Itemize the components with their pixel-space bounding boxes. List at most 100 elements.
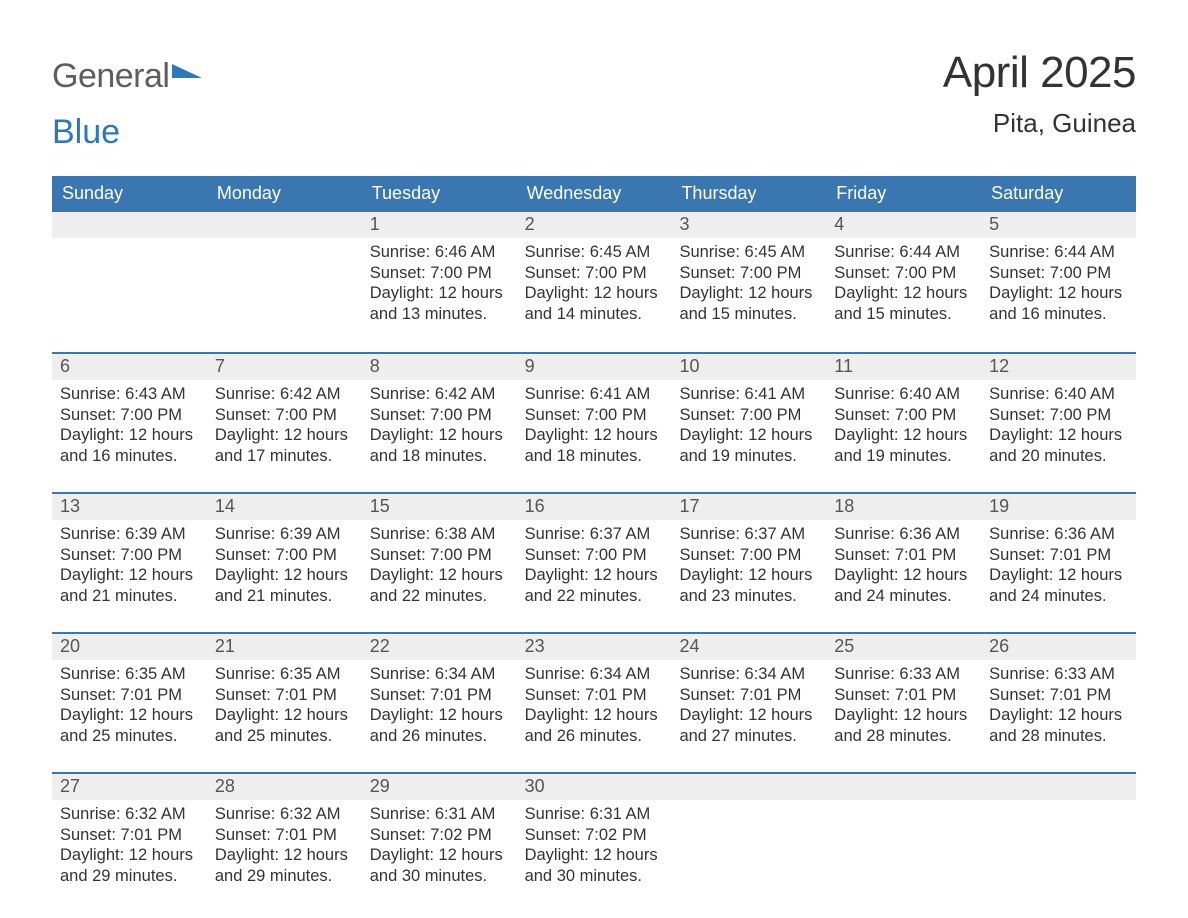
cell-body: Sunrise: 6:32 AMSunset: 7:01 PMDaylight:… [207, 800, 362, 905]
sunset-text: Sunset: 7:01 PM [60, 825, 199, 846]
cell-body: Sunrise: 6:45 AMSunset: 7:00 PMDaylight:… [671, 238, 826, 343]
dl2-text: and 16 minutes. [60, 446, 199, 467]
calendar-cell: 19Sunrise: 6:36 AMSunset: 7:01 PMDayligh… [981, 494, 1136, 632]
dl2-text: and 21 minutes. [60, 586, 199, 607]
dl1-text: Daylight: 12 hours [834, 705, 973, 726]
dl1-text: Daylight: 12 hours [989, 565, 1128, 586]
cell-body: Sunrise: 6:36 AMSunset: 7:01 PMDaylight:… [981, 520, 1136, 625]
sunset-text: Sunset: 7:00 PM [989, 263, 1128, 284]
sunrise-text: Sunrise: 6:35 AM [60, 664, 199, 685]
sunset-text: Sunset: 7:00 PM [215, 545, 354, 566]
day-header-sun: Sunday [52, 176, 207, 212]
dl2-text: and 24 minutes. [834, 586, 973, 607]
cell-body: Sunrise: 6:34 AMSunset: 7:01 PMDaylight:… [362, 660, 517, 765]
day-number: 5 [981, 212, 1136, 238]
sunset-text: Sunset: 7:00 PM [834, 263, 973, 284]
cell-body: Sunrise: 6:33 AMSunset: 7:01 PMDaylight:… [826, 660, 981, 765]
calendar-cell: 13Sunrise: 6:39 AMSunset: 7:00 PMDayligh… [52, 494, 207, 632]
dl2-text: and 21 minutes. [215, 586, 354, 607]
dl1-text: Daylight: 12 hours [215, 425, 354, 446]
sunrise-text: Sunrise: 6:36 AM [834, 524, 973, 545]
dl1-text: Daylight: 12 hours [679, 283, 818, 304]
sunrise-text: Sunrise: 6:31 AM [370, 804, 509, 825]
cell-body: Sunrise: 6:42 AMSunset: 7:00 PMDaylight:… [362, 380, 517, 485]
dl2-text: and 14 minutes. [525, 304, 664, 325]
sunrise-text: Sunrise: 6:33 AM [834, 664, 973, 685]
day-header-wed: Wednesday [517, 176, 672, 212]
dl2-text: and 28 minutes. [834, 726, 973, 747]
sunset-text: Sunset: 7:00 PM [60, 545, 199, 566]
day-number: 11 [826, 354, 981, 380]
dl1-text: Daylight: 12 hours [989, 425, 1128, 446]
cell-body: Sunrise: 6:34 AMSunset: 7:01 PMDaylight:… [517, 660, 672, 765]
dl2-text: and 15 minutes. [834, 304, 973, 325]
calendar-cell: 3Sunrise: 6:45 AMSunset: 7:00 PMDaylight… [671, 212, 826, 352]
sunset-text: Sunset: 7:02 PM [525, 825, 664, 846]
dl1-text: Daylight: 12 hours [370, 283, 509, 304]
dl1-text: Daylight: 12 hours [60, 565, 199, 586]
day-number: 2 [517, 212, 672, 238]
dl2-text: and 20 minutes. [989, 446, 1128, 467]
calendar-cell: 29Sunrise: 6:31 AMSunset: 7:02 PMDayligh… [362, 774, 517, 912]
day-number: 20 [52, 634, 207, 660]
dl1-text: Daylight: 12 hours [989, 283, 1128, 304]
sunset-text: Sunset: 7:00 PM [679, 405, 818, 426]
calendar-cell: 23Sunrise: 6:34 AMSunset: 7:01 PMDayligh… [517, 634, 672, 772]
calendar-cell [671, 774, 826, 912]
cell-body: Sunrise: 6:36 AMSunset: 7:01 PMDaylight:… [826, 520, 981, 625]
calendar-cell: 24Sunrise: 6:34 AMSunset: 7:01 PMDayligh… [671, 634, 826, 772]
sunrise-text: Sunrise: 6:45 AM [525, 242, 664, 263]
day-number: 3 [671, 212, 826, 238]
sunrise-text: Sunrise: 6:32 AM [215, 804, 354, 825]
day-number: 15 [362, 494, 517, 520]
day-number: 22 [362, 634, 517, 660]
calendar-cell: 10Sunrise: 6:41 AMSunset: 7:00 PMDayligh… [671, 354, 826, 492]
dl1-text: Daylight: 12 hours [60, 845, 199, 866]
sunset-text: Sunset: 7:02 PM [370, 825, 509, 846]
day-number: 17 [671, 494, 826, 520]
calendar-cell [52, 212, 207, 352]
dl2-text: and 26 minutes. [525, 726, 664, 747]
dl1-text: Daylight: 12 hours [370, 705, 509, 726]
calendar-cell: 27Sunrise: 6:32 AMSunset: 7:01 PMDayligh… [52, 774, 207, 912]
day-number: 16 [517, 494, 672, 520]
calendar-cell: 2Sunrise: 6:45 AMSunset: 7:00 PMDaylight… [517, 212, 672, 352]
calendar-cell: 16Sunrise: 6:37 AMSunset: 7:00 PMDayligh… [517, 494, 672, 632]
calendar-cell: 9Sunrise: 6:41 AMSunset: 7:00 PMDaylight… [517, 354, 672, 492]
day-number: 10 [671, 354, 826, 380]
dl2-text: and 28 minutes. [989, 726, 1128, 747]
day-number: 9 [517, 354, 672, 380]
dl1-text: Daylight: 12 hours [215, 565, 354, 586]
dl2-text: and 16 minutes. [989, 304, 1128, 325]
sunset-text: Sunset: 7:00 PM [525, 545, 664, 566]
location: Pita, Guinea [943, 108, 1136, 139]
dl2-text: and 30 minutes. [370, 866, 509, 887]
dl1-text: Daylight: 12 hours [215, 705, 354, 726]
cell-body: Sunrise: 6:44 AMSunset: 7:00 PMDaylight:… [981, 238, 1136, 343]
dl1-text: Daylight: 12 hours [370, 565, 509, 586]
day-number: 26 [981, 634, 1136, 660]
cell-body: Sunrise: 6:42 AMSunset: 7:00 PMDaylight:… [207, 380, 362, 485]
dl2-text: and 18 minutes. [370, 446, 509, 467]
sunset-text: Sunset: 7:00 PM [215, 405, 354, 426]
cell-body: Sunrise: 6:40 AMSunset: 7:00 PMDaylight:… [826, 380, 981, 485]
sunrise-text: Sunrise: 6:46 AM [370, 242, 509, 263]
calendar: Sunday Monday Tuesday Wednesday Thursday… [52, 176, 1136, 912]
calendar-cell: 14Sunrise: 6:39 AMSunset: 7:00 PMDayligh… [207, 494, 362, 632]
day-number: 13 [52, 494, 207, 520]
day-header-tue: Tuesday [362, 176, 517, 212]
weeks-container: 1Sunrise: 6:46 AMSunset: 7:00 PMDaylight… [52, 212, 1136, 912]
calendar-cell: 15Sunrise: 6:38 AMSunset: 7:00 PMDayligh… [362, 494, 517, 632]
sunset-text: Sunset: 7:00 PM [679, 263, 818, 284]
cell-body: Sunrise: 6:31 AMSunset: 7:02 PMDaylight:… [517, 800, 672, 905]
sunrise-text: Sunrise: 6:35 AM [215, 664, 354, 685]
cell-body: Sunrise: 6:43 AMSunset: 7:00 PMDaylight:… [52, 380, 207, 485]
sunset-text: Sunset: 7:01 PM [215, 685, 354, 706]
dl1-text: Daylight: 12 hours [679, 425, 818, 446]
cell-body: Sunrise: 6:37 AMSunset: 7:00 PMDaylight:… [671, 520, 826, 625]
dl1-text: Daylight: 12 hours [989, 705, 1128, 726]
sunrise-text: Sunrise: 6:34 AM [370, 664, 509, 685]
sunset-text: Sunset: 7:00 PM [525, 263, 664, 284]
dl2-text: and 19 minutes. [834, 446, 973, 467]
day-number: 24 [671, 634, 826, 660]
